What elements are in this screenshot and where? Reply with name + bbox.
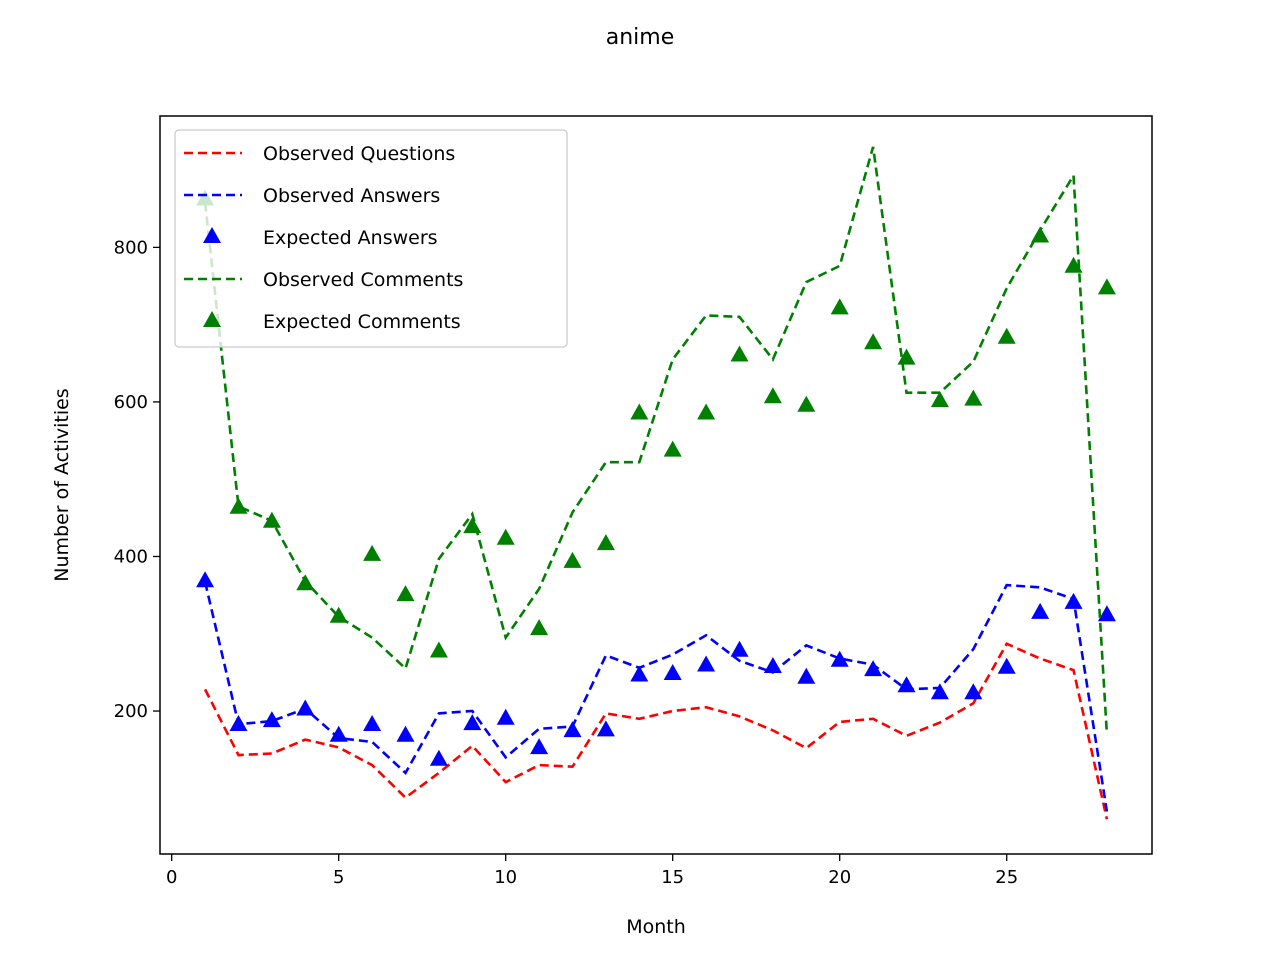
legend-item: Observed Questions bbox=[184, 143, 455, 165]
chart-title: anime bbox=[606, 25, 675, 50]
y-tick-label: 400 bbox=[114, 546, 148, 567]
x-axis: 0 5 10 15 20 25 bbox=[166, 854, 1018, 888]
data-point bbox=[897, 676, 916, 693]
data-point bbox=[1064, 256, 1083, 273]
y-axis: 200 400 600 800 bbox=[114, 237, 160, 722]
data-point bbox=[897, 348, 916, 365]
data-point bbox=[763, 387, 782, 404]
data-point bbox=[329, 606, 348, 623]
legend-marker-swatch bbox=[203, 227, 221, 243]
data-point bbox=[296, 574, 315, 591]
data-point bbox=[663, 440, 682, 457]
y-tick-label: 200 bbox=[114, 701, 148, 722]
data-point bbox=[563, 721, 582, 738]
legend-label: Observed Questions bbox=[263, 143, 455, 165]
data-point bbox=[530, 619, 549, 636]
legend-box bbox=[174, 129, 568, 348]
data-point bbox=[363, 544, 382, 561]
data-point bbox=[1031, 226, 1050, 243]
series-line bbox=[203, 581, 1109, 812]
series-3 bbox=[203, 146, 1109, 735]
data-point bbox=[964, 683, 983, 700]
data-point bbox=[496, 528, 515, 545]
legend-label: Expected Comments bbox=[263, 311, 461, 333]
x-tick-label: 25 bbox=[995, 867, 1018, 888]
data-point bbox=[530, 738, 549, 755]
data-point bbox=[763, 656, 782, 673]
data-point bbox=[864, 333, 883, 350]
data-point bbox=[229, 714, 248, 731]
data-point bbox=[630, 665, 649, 682]
series-2 bbox=[196, 571, 1116, 766]
y-axis-label: Number of Activities bbox=[51, 388, 73, 581]
data-point bbox=[596, 534, 615, 551]
data-point bbox=[730, 345, 749, 362]
data-point bbox=[864, 660, 883, 677]
data-point bbox=[363, 714, 382, 731]
x-tick-label: 5 bbox=[333, 867, 344, 888]
data-point bbox=[196, 571, 215, 588]
data-point bbox=[496, 708, 515, 725]
data-point bbox=[830, 298, 849, 315]
series-0 bbox=[203, 642, 1109, 820]
legend-item: Observed Comments bbox=[184, 269, 463, 291]
series-line bbox=[203, 146, 1109, 735]
y-tick-label: 800 bbox=[114, 237, 148, 258]
data-point bbox=[697, 655, 716, 672]
data-point bbox=[930, 683, 949, 700]
data-point bbox=[997, 657, 1016, 674]
legend-label: Observed Answers bbox=[263, 185, 440, 207]
x-tick-label: 15 bbox=[661, 867, 684, 888]
data-point bbox=[1097, 278, 1116, 295]
legend-label: Expected Answers bbox=[263, 227, 438, 249]
x-tick-label: 0 bbox=[166, 867, 177, 888]
data-point bbox=[429, 749, 448, 766]
data-point bbox=[797, 667, 816, 684]
x-tick-label: 10 bbox=[494, 867, 517, 888]
data-point bbox=[830, 650, 849, 667]
data-point bbox=[663, 663, 682, 680]
x-axis-label: Month bbox=[626, 916, 686, 938]
y-tick-label: 600 bbox=[114, 392, 148, 413]
legend-item: Expected Answers bbox=[203, 227, 438, 249]
series-line bbox=[203, 642, 1109, 820]
data-point bbox=[329, 725, 348, 742]
legend-marker-swatch bbox=[203, 311, 221, 327]
legend-item: Expected Comments bbox=[203, 311, 461, 333]
data-point bbox=[563, 551, 582, 568]
data-point bbox=[997, 327, 1016, 344]
plot-frame bbox=[159, 115, 1153, 855]
data-point bbox=[262, 711, 281, 728]
data-point bbox=[1031, 602, 1050, 619]
legend-item: Observed Answers bbox=[184, 185, 440, 207]
data-point bbox=[797, 395, 816, 412]
data-point bbox=[229, 497, 248, 514]
x-tick-label: 20 bbox=[828, 867, 851, 888]
data-point bbox=[596, 720, 615, 737]
data-point bbox=[396, 725, 415, 742]
data-point bbox=[630, 403, 649, 420]
data-point bbox=[730, 640, 749, 657]
data-point bbox=[964, 389, 983, 406]
plot-area bbox=[196, 146, 1116, 820]
data-point bbox=[930, 391, 949, 408]
legend-label: Observed Comments bbox=[263, 269, 463, 291]
legend: Observed Questions Observed Answers Expect… bbox=[174, 129, 568, 348]
data-point bbox=[1064, 592, 1083, 609]
data-point bbox=[429, 641, 448, 658]
series-1 bbox=[203, 581, 1109, 812]
data-point bbox=[1097, 605, 1116, 622]
data-point bbox=[463, 517, 482, 534]
data-point bbox=[697, 403, 716, 420]
data-point bbox=[396, 585, 415, 602]
data-point bbox=[296, 699, 315, 716]
data-point bbox=[463, 714, 482, 731]
data-point bbox=[262, 511, 281, 528]
